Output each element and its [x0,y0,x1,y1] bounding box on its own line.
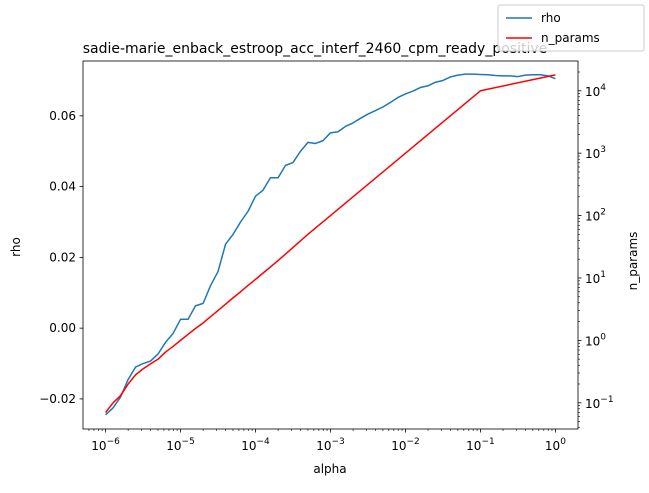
y-axis-right-label: n_params [626,232,640,291]
y-right-tick-label: 10−1 [585,395,614,411]
y-right-tick-label: 102 [585,208,606,224]
legend-box [497,4,645,52]
x-tick-label: 10−6 [91,437,120,453]
x-tick-label: 10−2 [391,437,420,453]
x-tick-label: 10−3 [316,437,345,453]
y-right-tick-label: 103 [585,145,606,161]
y-left-tick-label: −0.02 [39,392,76,406]
x-tick-label: 10−4 [241,437,270,453]
legend-label-rho: rho [541,11,561,25]
y-right-tick-label: 101 [585,270,606,286]
y-axis-left-label: rho [9,237,23,257]
chart-title: sadie-marie_enback_estroop_acc_interf_24… [83,41,548,57]
x-tick-label: 10−1 [466,437,495,453]
y-right-tick-label: 104 [585,83,606,99]
x-tick-label: 100 [545,437,566,453]
y-right-tick-label: 100 [585,332,606,348]
series-line-n-params [104,74,556,413]
series-line-rho [105,73,556,416]
y-left-tick-label: 0.06 [49,109,76,123]
y-left-tick-label: 0.04 [49,180,76,194]
y-left-tick-label: 0.02 [49,250,76,264]
y-left-tick-label: 0.00 [49,321,76,335]
legend-label-n-params: n_params [541,31,600,45]
x-tick-label: 10−5 [166,437,195,453]
plot-area: 10−6 10−5 10−4 10−3 10−2 10−1 100 −0.02 0.00 0.02… [39,60,614,453]
x-axis-label: alpha [313,462,346,476]
legend: rho n_params [497,4,645,52]
